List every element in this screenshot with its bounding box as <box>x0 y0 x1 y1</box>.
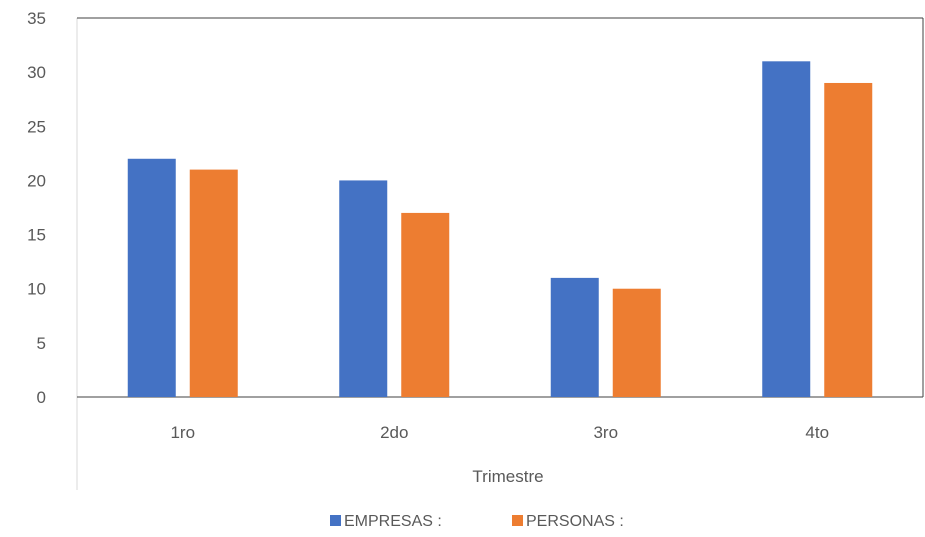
bar-empresas-2do <box>339 180 388 397</box>
legend-label-empresas: EMPRESAS : <box>344 513 442 530</box>
y-tick-label: 15 <box>27 226 46 245</box>
x-axis-title: Trimestre <box>472 467 543 486</box>
x-tick-label: 1ro <box>170 423 195 442</box>
bar-personas-4to <box>824 82 873 397</box>
y-tick-label: 10 <box>27 280 46 299</box>
x-tick-label: 3ro <box>593 423 618 442</box>
y-tick-label: 20 <box>27 171 46 190</box>
y-tick-label: 0 <box>37 388 46 407</box>
y-tick-label: 35 <box>27 9 46 28</box>
y-axis-ticks: 0 5 10 15 20 25 30 35 <box>27 9 46 407</box>
x-tick-label: 2do <box>380 423 408 442</box>
legend-swatch-empresas <box>330 515 341 526</box>
bar-personas-3ro <box>612 288 661 397</box>
bar-empresas-4to <box>762 61 811 398</box>
y-tick-label: 30 <box>27 63 46 82</box>
x-axis-ticks: 1ro 2do 3ro 4to <box>170 423 829 442</box>
bar-personas-2do <box>401 212 450 397</box>
x-tick-label: 4to <box>805 423 829 442</box>
legend: EMPRESAS : PERSONAS : <box>330 513 624 530</box>
y-tick-label: 25 <box>27 117 46 136</box>
bar-empresas-3ro <box>550 277 599 397</box>
y-tick-label: 5 <box>37 334 46 353</box>
legend-swatch-personas <box>512 515 523 526</box>
legend-label-personas: PERSONAS : <box>526 513 624 530</box>
bars <box>127 61 873 398</box>
bar-empresas-1ro <box>127 158 176 397</box>
bar-personas-1ro <box>189 169 238 397</box>
